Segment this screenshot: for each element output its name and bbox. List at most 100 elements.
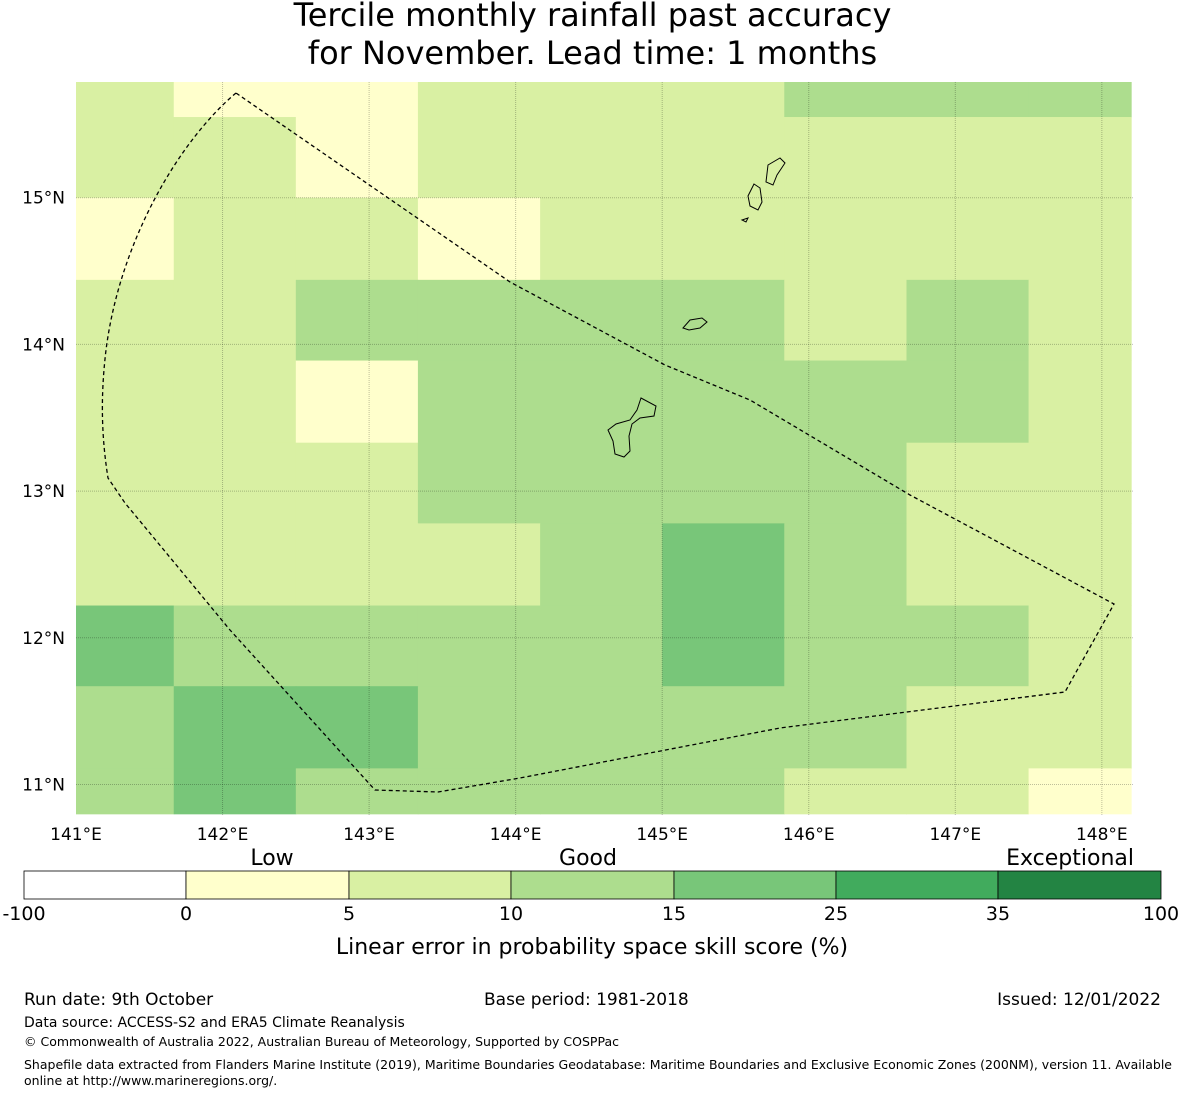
colorbar-segment	[997, 870, 1162, 900]
grid-cell	[76, 523, 175, 607]
grid-cell	[417, 523, 541, 607]
grid-cell	[295, 605, 419, 687]
x-tick-label: 142°E	[197, 825, 249, 845]
data-source: Data source: ACCESS-S2 and ERA5 Climate …	[24, 1015, 405, 1031]
grid-cell	[173, 117, 297, 199]
grid-cell	[76, 197, 175, 281]
base-period: Base period: 1981-2018	[484, 990, 689, 1010]
grid-cell	[295, 442, 419, 524]
grid-cell	[540, 686, 663, 769]
grid-cell	[1028, 768, 1132, 815]
x-tick-label: 144°E	[490, 825, 542, 845]
grid-cell	[173, 523, 297, 607]
grid-cell	[1028, 82, 1132, 118]
title-line-2: for November. Lead time: 1 months	[307, 34, 878, 72]
graticule	[76, 82, 1133, 816]
shapefile-note: Shapefile data extracted from Flanders M…	[24, 1057, 1172, 1088]
colorbar-tick-label: -100	[2, 903, 45, 925]
eez-boundary	[101, 92, 1115, 793]
colorbar-label: Linear error in probability space skill …	[336, 935, 848, 960]
chart-title: Tercile monthly rainfall past accuracy f…	[0, 0, 1185, 72]
grid-cell	[173, 442, 297, 524]
grid-cell	[76, 360, 175, 444]
grid-cell	[662, 197, 785, 281]
grid-cell	[784, 279, 907, 362]
grid-cell	[784, 686, 907, 769]
x-tick-label: 141°E	[50, 825, 102, 845]
x-tick-label: 148°E	[1076, 825, 1128, 845]
colorbar-tick-label: 15	[662, 903, 686, 925]
grid-cell	[906, 605, 1030, 687]
grid-cell	[76, 442, 175, 524]
grid-cell	[417, 605, 541, 687]
grid-cell	[662, 82, 785, 118]
grid-cell	[417, 279, 541, 362]
y-tick-label: 12°N	[22, 629, 65, 649]
colorbar-segment	[185, 870, 350, 900]
grid-cell	[173, 360, 297, 444]
grid-cell	[662, 442, 785, 524]
grid-cell	[784, 605, 907, 687]
y-tick-label: 13°N	[22, 482, 65, 502]
grid-cell	[417, 82, 541, 118]
x-tick-label: 147°E	[929, 825, 981, 845]
grid-cell	[540, 360, 663, 444]
grid-cell	[906, 117, 1030, 199]
grid-cell	[906, 686, 1030, 769]
tinian-island	[747, 183, 763, 211]
y-tick-label: 14°N	[22, 335, 65, 355]
aguijan-island	[740, 217, 749, 223]
grid-cell	[295, 82, 419, 118]
grid-cell	[1028, 279, 1132, 362]
grid-cell	[784, 117, 907, 199]
latitude-axis: 15°N 14°N 13°N 12°N 11°N	[22, 189, 65, 796]
grid-cell	[662, 117, 785, 199]
grid-cell	[906, 197, 1030, 281]
grid-cell	[906, 768, 1030, 815]
colorbar-tick-label: 5	[343, 903, 355, 925]
grid-cell	[76, 82, 175, 118]
grid-cell	[417, 768, 541, 815]
grid-cell	[76, 768, 175, 815]
grid-cell	[906, 360, 1030, 444]
longitude-axis: 141°E 142°E 143°E 144°E 145°E 146°E 147°E 148°E	[50, 825, 1128, 845]
grid-cell	[540, 605, 663, 687]
copyright: © Commonwealth of Australia 2022, Austra…	[24, 1034, 619, 1049]
grid-cell	[1028, 686, 1132, 769]
y-tick-label: 11°N	[22, 776, 65, 796]
grid-cell	[76, 686, 175, 769]
x-tick-label: 146°E	[783, 825, 835, 845]
colorbar: -100 0 5 10 15 25 35 100	[2, 870, 1179, 925]
grid-cell	[540, 768, 663, 815]
grid-cell	[76, 605, 175, 687]
grid-cell	[76, 117, 175, 199]
grid-cell	[295, 686, 419, 769]
grid-cell	[784, 768, 907, 815]
grid-cell	[662, 279, 785, 362]
grid-cell	[540, 82, 663, 118]
grid-cell	[295, 523, 419, 607]
grid-cell	[1028, 117, 1132, 199]
grid-cell	[540, 523, 663, 607]
grid-cell	[540, 117, 663, 199]
grid-cell	[1028, 197, 1132, 281]
saipan-island	[765, 157, 786, 186]
run-date: Run date: 9th October	[24, 990, 214, 1010]
legend-low-label: Low	[250, 846, 293, 871]
grid-cell	[662, 686, 785, 769]
x-tick-label: 145°E	[636, 825, 688, 845]
grid-cell	[540, 279, 663, 362]
colorbar-segment	[835, 870, 999, 900]
colorbar-segment	[348, 870, 512, 900]
x-tick-label: 143°E	[343, 825, 395, 845]
grid-cell	[1028, 605, 1132, 687]
grid-cell	[417, 686, 541, 769]
grid-cell	[784, 442, 907, 524]
colorbar-tick-label: 100	[1143, 903, 1179, 925]
skill-grid	[76, 82, 1132, 815]
grid-cell	[417, 360, 541, 444]
grid-cell	[906, 523, 1030, 607]
rota-island	[682, 317, 708, 331]
grid-cell	[173, 197, 297, 281]
colorbar-segment	[510, 870, 675, 900]
